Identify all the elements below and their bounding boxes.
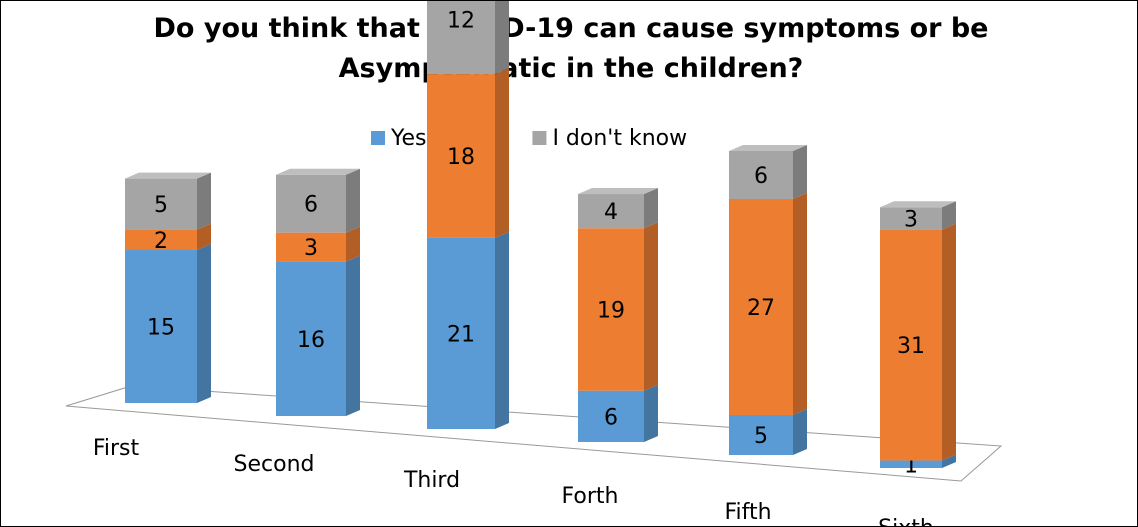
- bar-top: [125, 172, 211, 179]
- data-label: 16: [297, 328, 325, 353]
- data-label: 5: [754, 424, 768, 449]
- x-tick-label: Forth: [562, 484, 619, 509]
- bar-top: [276, 168, 360, 175]
- floor: [65, 385, 1003, 482]
- bar-top: [880, 201, 956, 208]
- legend-swatch: [532, 131, 547, 145]
- bar-side: [495, 68, 509, 238]
- bar-side: [197, 223, 211, 250]
- data-label: 21: [447, 322, 475, 347]
- data-label: 3: [904, 207, 918, 232]
- bar-side: [793, 409, 807, 455]
- data-label: 18: [447, 145, 475, 170]
- bar-segment: [880, 207, 942, 230]
- bar-side: [346, 168, 360, 233]
- legend-swatch: [371, 131, 385, 145]
- data-label: 27: [747, 296, 775, 321]
- bar-side: [793, 193, 807, 415]
- bar-side: [197, 172, 211, 230]
- bar-segment: [880, 460, 942, 468]
- chart-title: Do you think that COVID-19 can cause sym…: [153, 13, 989, 84]
- x-tick-label: Third: [403, 468, 460, 493]
- bar-side: [197, 244, 211, 403]
- bar-side: [644, 188, 658, 229]
- bar-segment: [578, 194, 644, 229]
- bar-side: [644, 222, 658, 391]
- bar-segment: [729, 415, 793, 455]
- x-tick-label: First: [93, 436, 140, 461]
- bar-side: [495, 231, 509, 429]
- bar-segment: [578, 228, 644, 391]
- data-label: 3: [304, 236, 318, 261]
- data-label: 15: [147, 316, 175, 341]
- x-tick-label: Sixth: [878, 516, 934, 526]
- bar-side: [495, 1, 509, 75]
- bar-segment: [276, 261, 346, 416]
- bar-segment: [276, 174, 346, 233]
- data-label: 2: [154, 229, 168, 254]
- bar-side: [942, 201, 956, 230]
- data-label: 31: [897, 334, 925, 359]
- bar-segment: [427, 237, 495, 429]
- data-label: 6: [754, 164, 768, 189]
- bar-side: [346, 226, 360, 262]
- x-tick-label: Second: [234, 452, 315, 477]
- bar-side: [942, 223, 956, 461]
- legend-label: I don't know: [552, 126, 687, 151]
- bar-top: [729, 145, 807, 151]
- bar-segment: [427, 74, 495, 238]
- bar-top: [578, 188, 658, 195]
- bar-side: [644, 384, 658, 442]
- data-label: 4: [604, 200, 618, 225]
- bar-segment: [578, 390, 644, 442]
- bar-segment: [729, 199, 793, 415]
- bar-segment: [880, 229, 942, 461]
- data-label: 19: [597, 298, 625, 323]
- bar-segment: [729, 151, 793, 199]
- legend-label: Yes: [390, 126, 427, 151]
- bar-segment: [125, 250, 197, 403]
- data-label: 12: [447, 9, 475, 34]
- data-label: 5: [154, 193, 168, 218]
- bar-segment: [125, 178, 197, 230]
- bar-side: [793, 145, 807, 199]
- bar-side: [942, 454, 956, 468]
- bar-side: [346, 255, 360, 416]
- bar-segment: [125, 229, 197, 250]
- bar-segment: [276, 232, 346, 262]
- data-label: 6: [604, 405, 618, 430]
- bar-segment: [427, 1, 495, 75]
- x-tick-label: Fifth: [724, 500, 771, 525]
- data-label: 6: [304, 193, 318, 218]
